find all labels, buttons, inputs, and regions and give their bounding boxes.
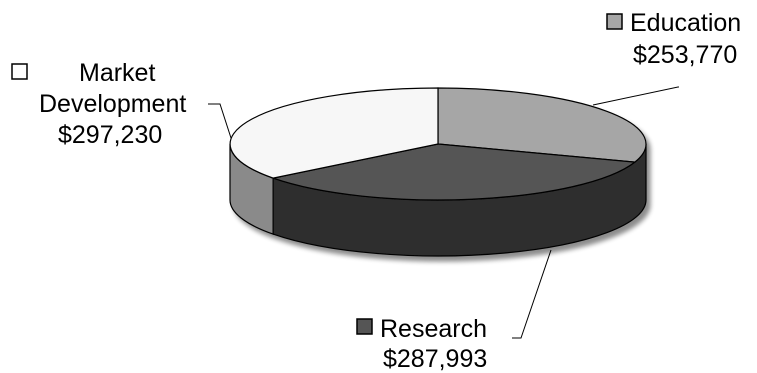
legend-marker-research [356, 318, 373, 335]
leader-line-education [592, 86, 679, 106]
pie-slice-research [270, 143, 637, 201]
label-education-value: $253,770 [633, 41, 737, 69]
label-research-value: $287,993 [383, 345, 487, 373]
label-education-name: Education [630, 9, 741, 37]
pie-slice-education [437, 87, 647, 163]
pie-slice-market-development [229, 87, 439, 179]
label-market-line2: Development [39, 90, 186, 118]
label-research-name: Research [380, 315, 487, 343]
leader-line-market [208, 103, 232, 139]
label-market-value: $297,230 [58, 121, 162, 149]
pie-3d [229, 87, 647, 257]
label-market-line1: Market [79, 59, 155, 87]
legend-marker-market-development [11, 63, 28, 80]
leader-line-research [512, 249, 552, 339]
legend-marker-education [606, 13, 623, 30]
